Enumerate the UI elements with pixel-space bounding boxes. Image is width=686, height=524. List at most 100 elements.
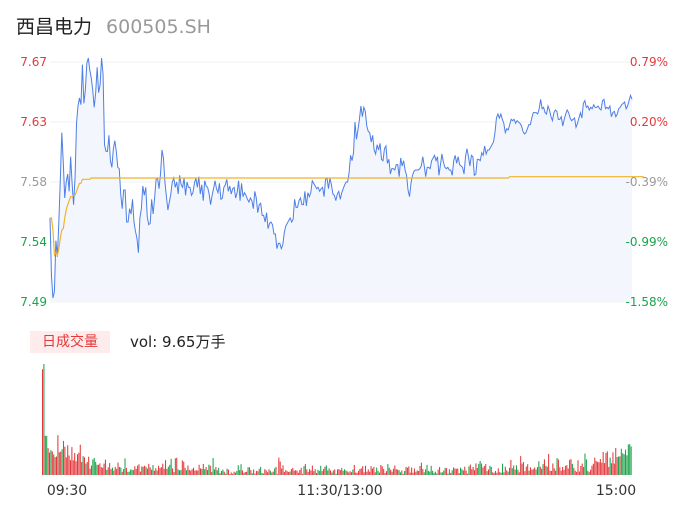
volume-bar: [618, 456, 620, 475]
volume-bar: [187, 465, 189, 475]
volume-bar: [251, 473, 253, 475]
pct-tick-label: -0.39%: [626, 175, 668, 189]
volume-bar: [514, 469, 516, 475]
volume-bar: [557, 459, 559, 475]
volume-bar: [384, 472, 386, 475]
volume-bar: [588, 472, 590, 475]
volume-bar: [205, 467, 207, 475]
volume-bar: [620, 448, 622, 475]
volume-bar: [138, 464, 140, 475]
volume-bar: [153, 470, 155, 475]
volume-bar: [597, 461, 599, 475]
volume-bar: [232, 473, 234, 475]
volume-bar: [341, 468, 343, 475]
price-tick-label: 7.67: [20, 55, 47, 69]
volume-bar: [78, 452, 80, 475]
volume-bar: [583, 467, 585, 475]
volume-bar: [337, 469, 339, 475]
volume-bar: [223, 471, 225, 475]
volume-bar: [383, 468, 385, 475]
volume-bar: [167, 466, 169, 475]
volume-bar: [116, 468, 118, 475]
volume-bar: [390, 469, 392, 475]
volume-bar: [190, 470, 192, 475]
volume-bar: [246, 471, 248, 475]
volume-bar: [548, 453, 550, 475]
volume-bar: [283, 471, 285, 475]
pct-tick-label: -1.58%: [626, 295, 668, 309]
volume-bar: [555, 470, 557, 475]
volume-bar: [162, 463, 164, 475]
volume-bar: [356, 472, 358, 475]
volume-bar: [60, 451, 62, 475]
volume-bar: [125, 467, 127, 475]
volume-badge: 日成交量: [30, 331, 110, 353]
volume-bar: [250, 469, 252, 475]
avg-price-line: [50, 176, 644, 258]
volume-bar: [434, 471, 436, 475]
volume-bar: [574, 470, 576, 475]
volume-bar: [241, 470, 243, 475]
volume-bar: [79, 444, 81, 475]
volume-bar: [327, 470, 329, 475]
volume-bar: [507, 471, 509, 475]
volume-bar: [255, 470, 257, 475]
volume-bar: [482, 467, 484, 475]
volume-bar: [592, 463, 594, 475]
volume-bar: [321, 471, 323, 475]
volume-bar: [362, 466, 364, 475]
volume-bar: [89, 468, 91, 475]
volume-bar: [378, 472, 380, 475]
volume-bar: [191, 469, 193, 475]
volume-bar: [269, 470, 271, 475]
volume-bar: [65, 457, 67, 475]
volume-bar: [483, 466, 485, 475]
volume-bar: [538, 461, 540, 475]
volume-bar: [391, 471, 393, 475]
volume-bar: [510, 459, 512, 475]
volume-bar: [415, 471, 417, 475]
volume-bar: [310, 470, 312, 475]
volume-bar: [81, 461, 83, 475]
volume-bar: [233, 471, 235, 475]
volume-bar: [313, 471, 315, 475]
volume-bar: [212, 458, 214, 475]
volume-bar: [303, 466, 305, 475]
volume-bar: [334, 469, 336, 475]
volume-bar: [285, 470, 287, 475]
volume-bar: [276, 474, 278, 475]
volume-bar: [408, 466, 410, 475]
volume-bar: [613, 463, 615, 475]
volume-bar: [605, 452, 607, 475]
volume-bar: [134, 466, 136, 475]
volume-bar: [213, 469, 216, 475]
volume-bar: [176, 457, 178, 475]
volume-bar: [474, 470, 476, 475]
volume-bar: [506, 470, 508, 475]
volume-bar: [120, 467, 122, 475]
volume-bar: [254, 473, 256, 475]
volume-bar: [90, 465, 92, 475]
volume-bar: [569, 459, 571, 475]
volume-bar: [601, 462, 603, 475]
volume-bar: [462, 470, 464, 475]
price-tick-label: 7.63: [20, 115, 47, 129]
volume-bar: [550, 470, 552, 475]
volume-bar: [585, 459, 587, 475]
volume-bar: [539, 466, 541, 475]
volume-bar: [467, 473, 469, 475]
volume-bar: [265, 470, 267, 475]
volume-bar: [128, 471, 130, 475]
volume-bar: [489, 465, 491, 475]
volume-bar: [380, 464, 382, 475]
volume-bar: [594, 457, 596, 475]
volume-bar: [271, 472, 273, 475]
volume-bar: [197, 470, 199, 475]
volume-bar: [446, 468, 448, 475]
volume-bar: [549, 470, 551, 475]
time-tick-label: 11:30/13:00: [297, 483, 382, 499]
volume-bar: [591, 465, 593, 475]
volume-bar: [440, 472, 442, 475]
volume-bar: [144, 465, 146, 475]
